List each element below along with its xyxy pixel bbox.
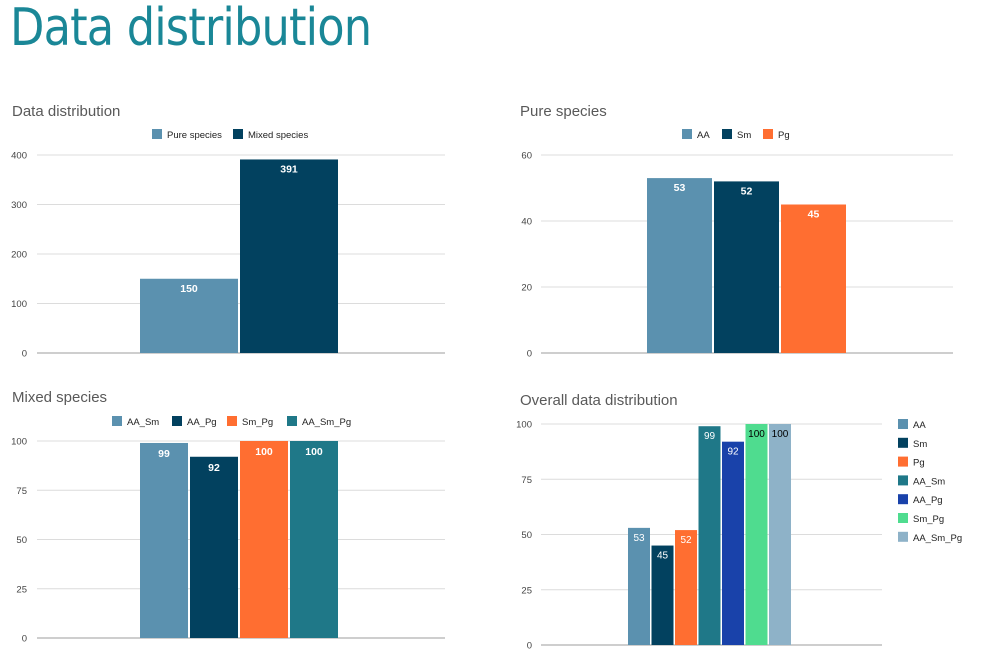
y-tick-label: 100 <box>11 299 27 310</box>
legend-swatch <box>898 513 908 523</box>
data-label: 391 <box>280 163 298 175</box>
chart-data-distribution: Data distribution 0 100 200 300 400 150 391 Pure… <box>11 103 445 360</box>
y-tick-label: 50 <box>16 535 27 546</box>
data-label: 45 <box>657 551 669 562</box>
legend-label: Pure species <box>167 130 222 141</box>
legend-swatch <box>227 416 237 426</box>
bar <box>769 424 791 645</box>
bar <box>781 204 846 353</box>
bar <box>714 181 779 353</box>
y-tick-label: 25 <box>521 585 532 596</box>
legend-label: AA <box>913 420 926 431</box>
data-label: 92 <box>727 447 739 458</box>
y-tick-label: 400 <box>11 151 27 162</box>
legend-label: AA_Sm_Pg <box>302 417 351 428</box>
chart-mixed-species: Mixed species 0 25 50 75 100 99 92 100 100 AA_Sm AA… <box>11 389 445 645</box>
y-tick-label: 100 <box>11 437 27 448</box>
legend-label: Sm_Pg <box>913 514 944 525</box>
chart-overall-distribution: Overall data distribution 0 25 50 75 100 53 45 5… <box>516 392 962 652</box>
y-tick-label: 40 <box>521 217 532 228</box>
bar <box>628 527 650 645</box>
legend-label: Mixed species <box>248 130 308 141</box>
legend-swatch <box>233 129 243 139</box>
bar <box>651 545 674 645</box>
data-label: 45 <box>808 209 820 221</box>
bar <box>290 441 338 638</box>
data-label: 99 <box>158 448 170 460</box>
legend-swatch <box>763 129 773 139</box>
legend-swatch <box>898 437 908 448</box>
legend-label: Sm_Pg <box>242 417 273 428</box>
bar <box>240 441 288 638</box>
legend-swatch <box>898 419 908 429</box>
data-label: 100 <box>748 429 765 440</box>
bar <box>190 456 238 638</box>
chart-title: Mixed species <box>12 389 107 406</box>
legend-swatch <box>152 129 162 139</box>
y-tick-label: 25 <box>16 584 27 595</box>
data-label: 53 <box>674 182 686 194</box>
data-label: 100 <box>772 429 789 440</box>
data-label: 99 <box>704 431 716 442</box>
bar <box>647 178 712 353</box>
y-tick-label: 75 <box>521 475 532 486</box>
legend-label: AA_Pg <box>187 417 217 428</box>
chart-title: Overall data distribution <box>520 392 678 409</box>
legend-swatch <box>898 531 908 542</box>
y-tick-label: 200 <box>11 250 27 261</box>
legend-swatch <box>722 129 732 139</box>
bar <box>698 426 721 645</box>
chart-pure-species: Pure species 0 20 40 60 53 52 45 AA Sm Pg <box>520 103 953 360</box>
legend-swatch <box>898 456 908 467</box>
legend-swatch <box>287 416 297 426</box>
legend-label: AA_Sm <box>913 476 945 487</box>
legend-label: Sm <box>913 439 927 450</box>
data-label: 52 <box>680 535 692 546</box>
bar <box>140 278 238 353</box>
bar <box>722 441 744 645</box>
legend-label: AA <box>697 130 710 141</box>
y-tick-label: 20 <box>521 283 532 294</box>
y-tick-label: 0 <box>22 634 27 645</box>
page-title: Data distribution <box>10 0 372 58</box>
y-tick-label: 75 <box>16 486 27 497</box>
legend-swatch <box>898 475 908 486</box>
legend-swatch <box>172 416 182 426</box>
legend-swatch <box>682 129 692 139</box>
legend-label: Pg <box>778 130 790 141</box>
y-tick-label: 300 <box>11 200 27 211</box>
y-tick-label: 60 <box>521 151 532 162</box>
data-label: 150 <box>180 283 198 295</box>
data-label: 92 <box>208 462 220 474</box>
data-label: 100 <box>255 446 273 458</box>
data-label: 100 <box>305 446 323 458</box>
legend-label: Sm <box>737 130 751 141</box>
bar <box>140 442 188 638</box>
legend-swatch <box>898 494 908 505</box>
chart-title: Data distribution <box>12 103 120 120</box>
legend-label: Pg <box>913 458 925 469</box>
legend-label: AA_Sm <box>127 417 159 428</box>
y-tick-label: 100 <box>516 420 532 431</box>
y-tick-label: 0 <box>527 349 532 360</box>
data-label: 52 <box>741 185 753 197</box>
bar <box>675 530 697 645</box>
legend-label: AA_Sm_Pg <box>913 533 962 544</box>
chart-title: Pure species <box>520 103 607 120</box>
legend-label: AA_Pg <box>913 495 943 506</box>
y-tick-label: 50 <box>521 530 532 541</box>
bar <box>745 424 768 645</box>
legend-swatch <box>112 416 122 426</box>
y-tick-label: 0 <box>22 349 27 360</box>
y-tick-label: 0 <box>527 641 532 652</box>
bar <box>240 159 338 353</box>
data-label: 53 <box>633 533 645 544</box>
